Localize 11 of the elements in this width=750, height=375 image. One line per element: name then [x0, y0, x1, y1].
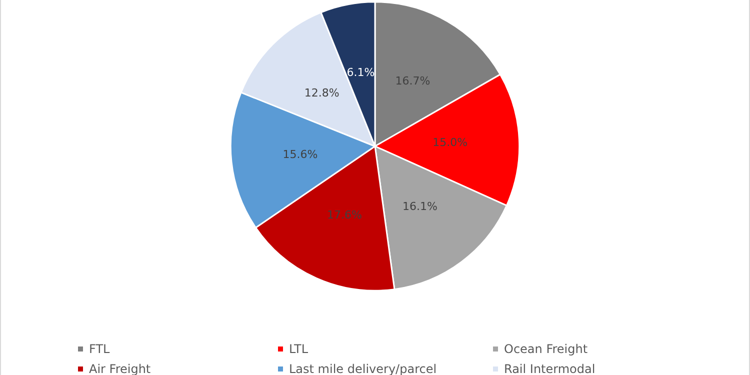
legend-label: LTL [289, 342, 308, 356]
legend-label: Ocean Freight [504, 342, 588, 356]
legend-label: FTL [89, 342, 110, 356]
data-label: 6.1% [346, 66, 375, 79]
legend-label: Rail Intermodal [504, 362, 596, 375]
data-label: 15.6% [282, 148, 318, 161]
data-label: 15.0% [432, 136, 468, 150]
data-label: 16.7% [395, 74, 430, 88]
data-label: 12.8% [304, 86, 340, 100]
data-label: 16.1% [402, 200, 438, 213]
data-label: 17.6% [326, 208, 362, 222]
